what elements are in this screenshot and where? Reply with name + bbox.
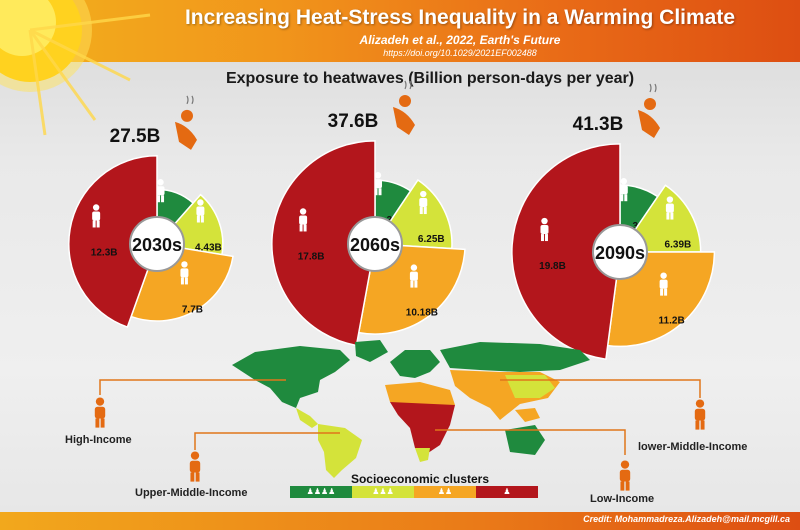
- legend-swatch-low-income: ♟: [476, 486, 538, 498]
- map-sub-saharan-africa: [390, 402, 455, 455]
- heat-exhausted-person-icon: [393, 80, 415, 135]
- slice-label-low-income-2030s: 12.3B: [91, 247, 118, 258]
- period-label-2060s: 2060s: [350, 235, 400, 255]
- slice-label-upper-middle-income-2090s: 6.39B: [665, 240, 692, 251]
- heat-exhausted-person-icon: [638, 83, 660, 138]
- map-southeast-asia: [515, 408, 540, 422]
- pie-center-2090s: [592, 224, 648, 280]
- map-australia: [505, 425, 545, 455]
- pie-center-2030s: [129, 216, 185, 272]
- legend-swatch-upper-middle-income: ♟♟♟: [352, 486, 414, 498]
- map-north-africa: [385, 382, 455, 408]
- label-lower-middle-income: lower-Middle-Income: [638, 441, 748, 453]
- label-upper-middle-income: Upper-Middle-Income: [135, 487, 248, 499]
- period-label-2030s: 2030s: [132, 235, 182, 255]
- map-greenland: [355, 340, 388, 362]
- map-person-icon-lower-middle-income: [694, 399, 706, 430]
- sun-icon: [0, 0, 151, 136]
- total-label-2090s: 41.3B: [573, 114, 624, 135]
- page-title: Increasing Heat-Stress Inequality in a W…: [184, 6, 736, 29]
- map-connectors: [99, 379, 701, 455]
- slice-label-lower-middle-income-2030s: 7.7B: [182, 304, 203, 315]
- heat-exhausted-person-icon: [175, 95, 197, 150]
- legend-title: Socioeconomic clusters: [350, 472, 490, 486]
- slice-label-upper-middle-income-2060s: 6.25B: [418, 234, 445, 245]
- map-europe: [390, 350, 440, 378]
- legend-swatch-lower-middle-income: ♟♟: [414, 486, 476, 498]
- credit-text: Credit: Mohammadreza.Alizadeh@mail.mcgil…: [583, 514, 790, 524]
- slice-low-income-2090s: [511, 143, 621, 361]
- pie-center-2060s: [347, 216, 403, 272]
- slice-low-income-2060s: [271, 140, 376, 347]
- legend-swatch-high-income: ♟♟♟♟: [290, 486, 352, 498]
- total-label-2030s: 27.5B: [110, 126, 161, 147]
- map-person-icon-low-income: [619, 460, 631, 491]
- map-south-america: [318, 424, 362, 478]
- slice-label-lower-middle-income-2090s: 11.2B: [659, 316, 685, 327]
- total-label-2060s: 37.6B: [328, 111, 379, 132]
- map-north-america: [232, 346, 350, 408]
- map-central-america: [296, 408, 318, 428]
- citation: Alizadeh et al., 2022, Earth's Future: [359, 33, 561, 47]
- slice-label-upper-middle-income-2030s: 4.43B: [195, 242, 222, 253]
- footer-banner: Credit: Mohammadreza.Alizadeh@mail.mcgil…: [0, 512, 800, 530]
- label-high-income: High-Income: [65, 434, 132, 446]
- world-map: [232, 340, 590, 478]
- slice-label-lower-middle-income-2060s: 10.18B: [406, 308, 438, 319]
- map-person-icons: [94, 397, 706, 491]
- map-russia-asia: [440, 342, 590, 372]
- doi-link[interactable]: https://doi.org/10.1029/2021EF002488: [383, 48, 537, 58]
- pie-charts: 3.18B4.43B7.7B12.3B2030s27.5B3.55B6.25B1…: [68, 80, 716, 361]
- header-banner: Increasing Heat-Stress Inequality in a W…: [0, 0, 800, 62]
- slice-label-low-income-2060s: 17.8B: [298, 251, 325, 262]
- slice-low-income-2030s: [68, 155, 158, 329]
- slice-label-low-income-2090s: 19.8B: [539, 261, 566, 272]
- label-low-income: Low-Income: [590, 493, 655, 505]
- map-southern-africa: [415, 448, 430, 462]
- chart-title: Exposure to heatwaves (Billion person-da…: [225, 70, 635, 87]
- map-person-icon-high-income: [94, 397, 106, 428]
- map-person-icon-upper-middle-income: [189, 451, 201, 482]
- period-label-2090s: 2090s: [595, 243, 645, 263]
